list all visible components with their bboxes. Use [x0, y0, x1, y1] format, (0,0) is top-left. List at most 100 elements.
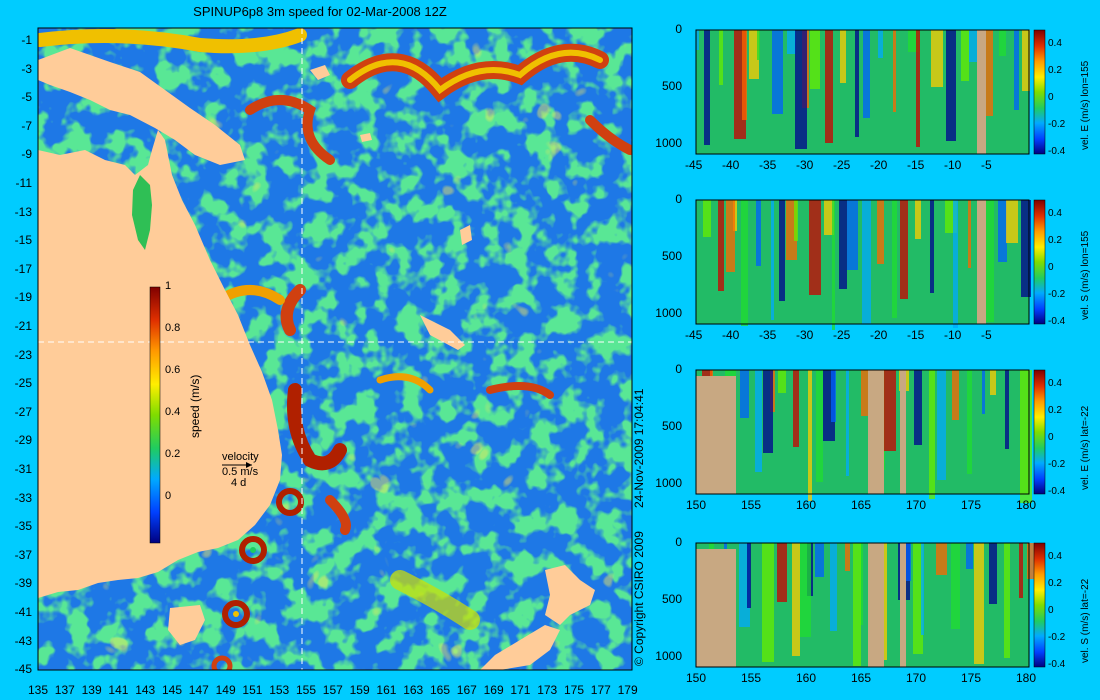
section-streak [725, 370, 736, 478]
latitude-tick-label: -43 [14, 633, 32, 648]
section-streak [921, 543, 924, 635]
section-streak [878, 30, 883, 58]
section-x-tick-label: -5 [981, 158, 992, 172]
section-streak [915, 200, 921, 239]
section-streak [916, 30, 920, 147]
section-streak [779, 200, 785, 301]
latitude-tick-label: -17 [14, 261, 32, 276]
section-y-tick-label: 1000 [655, 136, 682, 150]
longitude-tick-label: 171 [510, 683, 531, 697]
section-streak [709, 543, 714, 633]
section-streak [824, 200, 834, 235]
map-frame [37, 27, 633, 671]
latitude-tick-label: -39 [14, 576, 32, 591]
rings [211, 488, 304, 670]
section-y-tick-label: 1000 [655, 306, 682, 320]
longitude-tick-label: 147 [188, 683, 209, 697]
latitude-tick-label: -9 [21, 147, 32, 162]
section-streak [855, 30, 859, 137]
section-x-tick-label: 155 [741, 498, 762, 512]
section-colorbar-tick-label: -0.2 [1048, 289, 1066, 300]
gulf-water [132, 175, 152, 250]
longitude-tick-label: 149 [215, 683, 236, 697]
longitude-tick-label: 137 [54, 683, 75, 697]
section-streak [1006, 200, 1018, 243]
latitude-tick-label: -35 [14, 519, 32, 534]
section-x-tick-label: -40 [722, 328, 740, 342]
section-streak [1020, 370, 1032, 503]
longitude-tick-label: 167 [456, 683, 477, 697]
section-x-tick-label: -10 [944, 158, 962, 172]
colorbar-tick-label: 0 [165, 490, 172, 502]
section-y-tick-label: 1000 [655, 649, 682, 663]
longitude-tick-label: 135 [28, 683, 49, 697]
section-streak [830, 543, 837, 631]
section-x-tick-label: 165 [851, 498, 872, 512]
section-colorbar-tick-label: 0.4 [1048, 378, 1062, 389]
section-streak [719, 30, 723, 85]
section-streak [742, 30, 747, 120]
section-streak [794, 200, 798, 241]
section-streak [953, 200, 958, 328]
section-streak [845, 543, 850, 571]
section-land [868, 543, 884, 667]
section-y-tick-label: 500 [661, 249, 682, 263]
section-streak [704, 30, 710, 145]
section-streak [825, 30, 833, 143]
section-streak [808, 370, 812, 501]
section-streak [778, 370, 786, 393]
section-land [977, 200, 986, 324]
section-x-tick-label: 170 [906, 671, 927, 685]
section-streak [756, 200, 761, 266]
section-x-tick-label: 150 [686, 671, 707, 685]
section-streak [853, 543, 861, 666]
section-streak [998, 200, 1007, 262]
section-streak [884, 370, 896, 451]
longitude-tick-label: 143 [135, 683, 156, 697]
section-streak [724, 543, 727, 573]
latitude-tick-label: -1 [21, 33, 32, 47]
section-colorbar-tick-label: 0.2 [1048, 578, 1062, 589]
section-streak [877, 200, 884, 264]
section-streak [718, 200, 724, 291]
section-streak [966, 543, 973, 569]
section-streak [937, 370, 946, 480]
section-streak [908, 30, 919, 52]
section-streak [1004, 543, 1010, 658]
section-streak [914, 370, 922, 445]
section-x-tick-label: 170 [906, 498, 927, 512]
section-streak [967, 370, 972, 474]
section-streak [696, 30, 699, 50]
latitude-tick-label: -19 [14, 290, 32, 305]
section-streak [840, 30, 846, 83]
section-x-tick-label: -15 [907, 158, 925, 172]
latitude-tick-label: -33 [14, 490, 32, 505]
section-streak [831, 370, 836, 422]
section-y-tick-label: 1000 [655, 476, 682, 490]
latitude-tick-label: -21 [14, 319, 32, 333]
section-x-tick-label: -20 [870, 158, 888, 172]
section-streak [770, 370, 775, 412]
section-colorbar-tick-label: 0.2 [1048, 405, 1062, 416]
date-stamp: 24-Nov-2009 17:04:41 [632, 388, 646, 508]
section-streak [847, 200, 858, 270]
section-colorbar-tick-label: -0.2 [1048, 459, 1066, 470]
longitude-tick-label: 175 [564, 683, 585, 697]
section-colorbar [1033, 369, 1046, 495]
section-streak [984, 30, 993, 116]
section-streak [883, 543, 887, 660]
section-streak [952, 370, 959, 420]
section-streak [900, 200, 908, 299]
section-colorbar-tick-label: 0.2 [1048, 235, 1062, 246]
section-x-tick-label: -25 [833, 328, 851, 342]
section-frame [695, 542, 1030, 668]
section-land [900, 370, 906, 494]
section-x-tick-label: -10 [944, 328, 962, 342]
latitude-tick-label: -29 [14, 433, 32, 448]
section-colorbar-tick-label: 0.4 [1048, 551, 1062, 562]
section-land [696, 376, 736, 494]
colorbar-label: speed (m/s) [188, 374, 202, 438]
section-y-tick-label: 0 [675, 192, 682, 206]
section-streak [741, 200, 748, 326]
section-streak [968, 200, 971, 268]
